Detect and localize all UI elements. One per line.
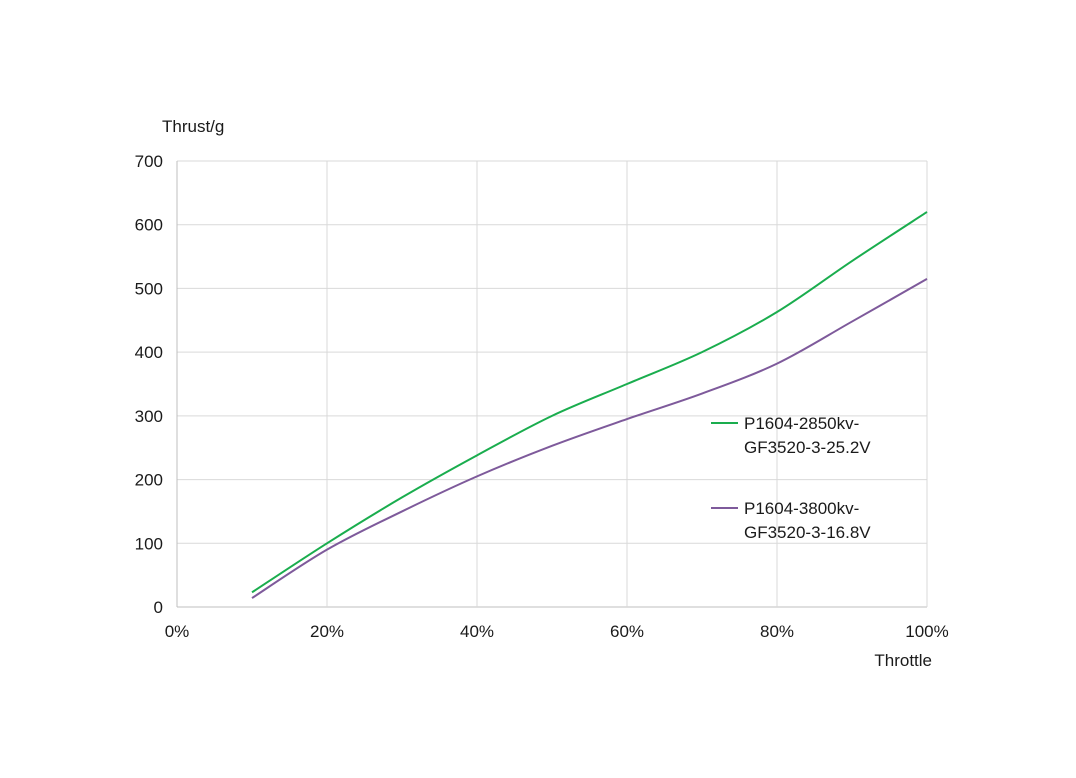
x-tick-label: 80%: [760, 622, 794, 641]
series-line-1: [251, 211, 928, 594]
x-tick-label: 0%: [165, 622, 190, 641]
legend-label: P1604-3800kv-: [744, 499, 859, 518]
x-axis-title: Throttle: [874, 651, 932, 670]
legend-label: GF3520-3-25.2V: [744, 438, 871, 457]
x-tick-label: 20%: [310, 622, 344, 641]
grid: [176, 160, 928, 608]
y-tick-label: 400: [135, 343, 163, 362]
y-axis-title: Thrust/g: [162, 117, 224, 136]
x-tick-label: 40%: [460, 622, 494, 641]
y-tick-label: 0: [154, 598, 163, 617]
y-tick-label: 500: [135, 279, 163, 298]
legend-label: P1604-2850kv-: [744, 414, 859, 433]
legend-label: GF3520-3-16.8V: [744, 523, 871, 542]
legend: P1604-2850kv- GF3520-3-25.2V P1604-3800kv-…: [711, 414, 871, 542]
y-tick-label: 300: [135, 407, 163, 426]
y-tick-label: 200: [135, 471, 163, 490]
y-tick-label: 100: [135, 534, 163, 553]
y-tick-label: 700: [135, 152, 163, 171]
y-tick-labels: 0 100 200 300 400 500 600 700: [135, 152, 163, 617]
x-tick-labels: 0% 20% 40% 60% 80% 100%: [165, 622, 949, 641]
series-lines: [251, 211, 928, 599]
x-tick-label: 60%: [610, 622, 644, 641]
x-tick-label: 100%: [905, 622, 948, 641]
y-tick-label: 600: [135, 216, 163, 235]
series-line-2: [251, 278, 928, 599]
